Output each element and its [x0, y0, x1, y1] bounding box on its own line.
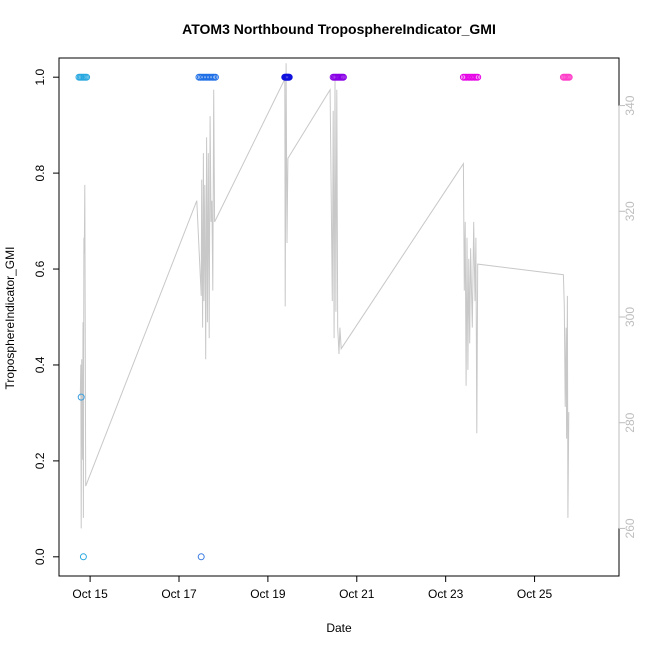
- data-point: [285, 73, 293, 81]
- y-tick-label: 0.4: [33, 356, 47, 373]
- y-tick-label: 0.8: [33, 164, 47, 181]
- right-axis-series: [79, 63, 570, 529]
- data-point: [77, 393, 85, 401]
- y-tick-label: 0.2: [33, 452, 47, 469]
- data-point: [339, 73, 347, 81]
- x-tick-label: Oct 21: [339, 587, 375, 601]
- y-tick-label: 1.0: [33, 69, 47, 86]
- data-points: [75, 73, 573, 561]
- right-y-axis: 260 280 300 320 340: [618, 95, 637, 538]
- right-y-tick-label: 260: [623, 518, 637, 538]
- y-tick-label: 0.6: [33, 260, 47, 277]
- x-tick-label: Oct 19: [250, 587, 286, 601]
- data-point: [211, 73, 219, 81]
- right-y-tick-label: 300: [623, 307, 637, 327]
- data-point: [83, 73, 91, 81]
- x-tick-label: Oct 25: [517, 587, 553, 601]
- data-point: [565, 73, 573, 81]
- right-y-tick-label: 320: [623, 201, 637, 221]
- y-tick-label: 0.0: [33, 548, 47, 565]
- data-point: [474, 73, 482, 81]
- x-tick-label: Oct 15: [72, 587, 108, 601]
- right-y-tick-label: 340: [623, 95, 637, 115]
- y-axis-label: TroposphereIndicator_GMI: [3, 247, 17, 390]
- y-axis: 0.0 0.2 0.4 0.6 0.8 1.0: [33, 69, 60, 565]
- x-tick-label: Oct 23: [428, 587, 464, 601]
- right-series-line: [79, 63, 570, 529]
- chart-title: ATOM3 Northbound TroposphereIndicator_GM…: [182, 21, 496, 37]
- right-y-tick-label: 280: [623, 412, 637, 432]
- data-point: [197, 553, 205, 561]
- data-point: [79, 553, 87, 561]
- x-tick-label: Oct 17: [161, 587, 197, 601]
- x-axis: Oct 15 Oct 17 Oct 19 Oct 21 Oct 23 Oct 25: [72, 575, 553, 601]
- x-axis-label: Date: [326, 621, 352, 635]
